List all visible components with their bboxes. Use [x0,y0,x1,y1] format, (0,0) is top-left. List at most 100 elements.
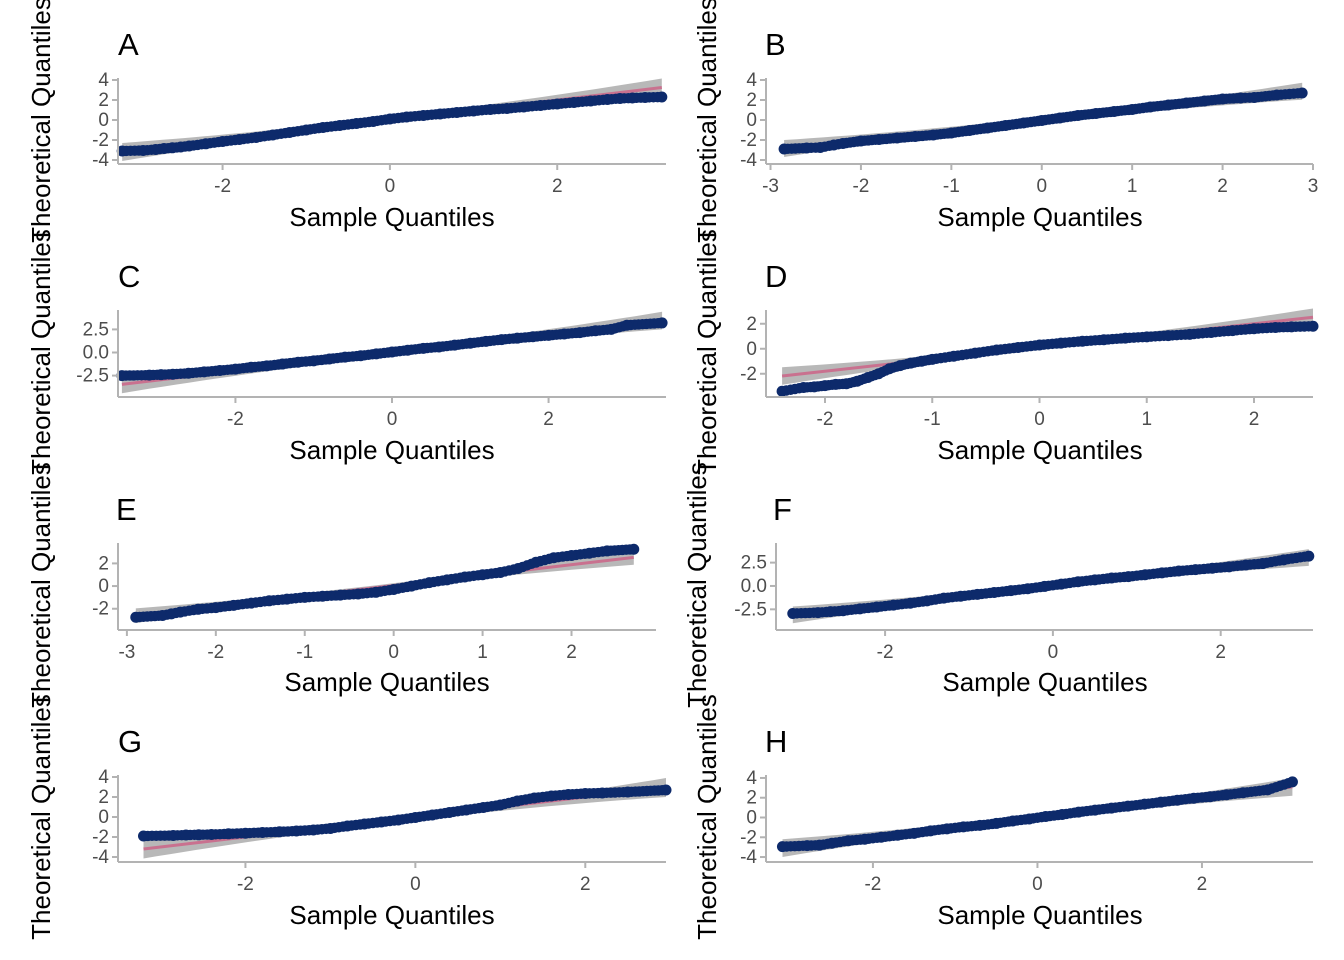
qq-point [1122,571,1134,583]
qq-point [464,337,476,349]
qq-point [367,116,379,127]
qq-point [239,827,251,839]
x-tick-label: 0 [1036,176,1047,197]
qq-point [1076,335,1088,347]
qq-point [175,141,187,153]
y-tick-label: -4 [740,847,757,868]
y-tick-label: 0 [98,576,109,597]
panel-tag-h: H [765,724,787,759]
qq-point [614,93,626,104]
y-tick-label: 2 [746,788,757,809]
qq-point [317,590,329,602]
y-tick-label: 4 [746,768,757,789]
qq-point [334,120,346,131]
qq-point [909,131,921,142]
qq-point [1240,559,1252,571]
qq-point [484,104,496,115]
qq-point [988,587,1000,599]
qq-point [116,370,128,382]
qq-point [433,341,445,353]
qq-point [200,138,212,150]
qq-point [460,804,472,816]
qq-point [568,97,580,108]
qq-point [894,360,906,372]
x-tick-label: -3 [762,176,779,197]
qq-point [825,606,837,618]
qq-point [290,825,302,837]
qq-point [1223,561,1235,573]
qq-point [840,378,852,390]
y-axis-title-f: Theoretical Quantiles [682,462,712,708]
y-tick-label: 2 [746,314,757,335]
qq-point [1005,585,1017,597]
qq-point [904,597,916,609]
qq-point [222,828,234,840]
qq-point [1217,93,1229,105]
x-tick-label: -2 [852,176,869,197]
y-tick-label: 0 [746,808,757,829]
qq-point [166,142,178,154]
qq-point [441,574,453,586]
qq-point [1205,327,1217,338]
y-tick-label: -2 [740,827,757,848]
qq-point [307,824,319,836]
x-tick-label: 2 [543,409,554,430]
qq-point [908,827,920,839]
qq-point [814,142,826,153]
qq-point [812,607,824,619]
x-tick-label: 1 [477,642,488,663]
y-axis-title-a: Theoretical Quantiles [26,0,56,243]
qq-point [887,599,899,611]
qq-point [409,812,421,823]
qq-point [1034,339,1045,351]
qq-point [182,367,194,379]
panel-tag-g: G [118,724,142,759]
x-tick-label: -1 [943,176,960,197]
qq-point [656,91,668,103]
qq-point [323,353,335,365]
qq-point [384,113,396,125]
qq-point [545,790,557,802]
qq-point [1278,554,1290,566]
panel-c: -2.50.0 2.5 -2 0 2 C Sample Quantiles Theoretic… [26,229,668,475]
y-tick-label: 2 [98,787,109,808]
qq-point [1105,802,1117,814]
qq-point [300,124,312,136]
qq-point [990,817,1002,829]
qq-point [957,821,969,833]
qq-point [1072,110,1084,121]
qq-point [417,342,429,354]
y-axis-title-c: Theoretical Quantiles [26,229,56,475]
qq-point [339,351,351,363]
qq-point [1180,97,1192,109]
x-axis-title-d: Sample Quantiles [937,435,1142,465]
qq-point [925,825,937,837]
qq-point [1296,87,1308,99]
x-tick-label: 2 [1217,176,1228,197]
qq-point [334,589,346,601]
qq-point [535,100,547,111]
qq-point [198,366,210,378]
y-tick-label: 2 [746,90,757,111]
x-axis-title-a: Sample Quantiles [289,202,494,232]
qq-point [601,545,613,557]
y-tick-label: -2 [92,827,109,848]
qq-point [830,378,842,390]
x-tick-label: -2 [214,176,231,197]
y-tick-label: 0 [98,807,109,828]
qq-point [1089,804,1101,816]
qq-point [585,95,597,107]
qq-point [819,380,831,392]
qq-point [1073,806,1085,818]
qq-point [116,145,128,157]
qq-point [1171,794,1183,806]
qq-point [579,788,591,799]
qq-point [496,334,508,346]
qq-point [417,110,429,121]
qq-point [601,94,613,105]
